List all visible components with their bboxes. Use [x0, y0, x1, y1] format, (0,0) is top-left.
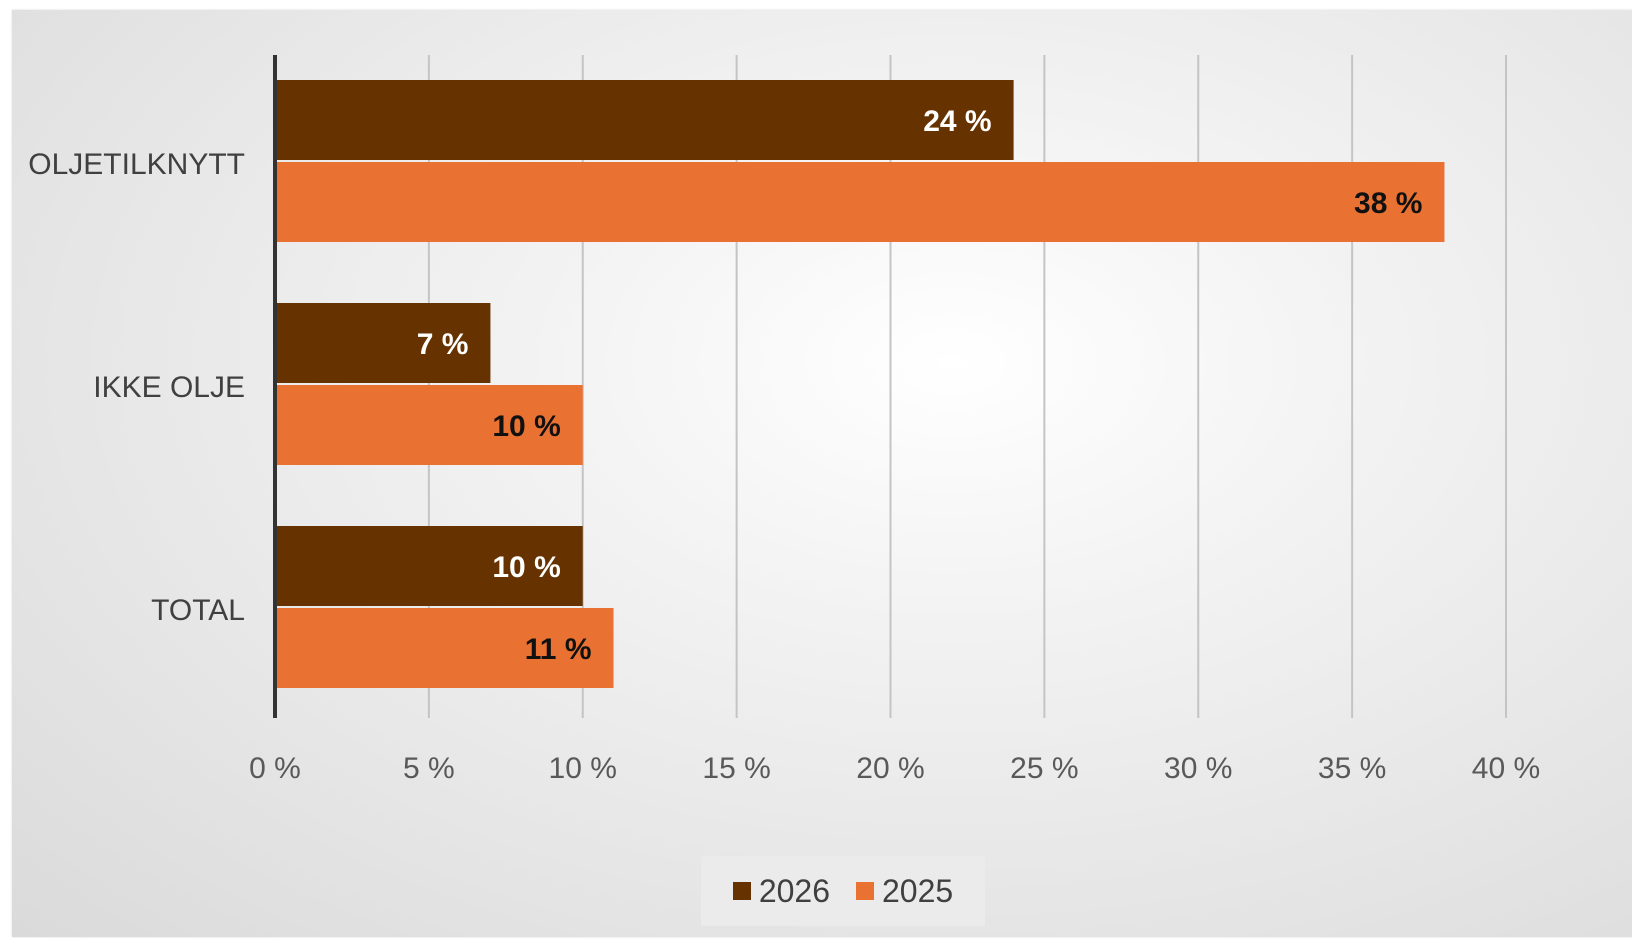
data-label: 7 %: [417, 328, 469, 361]
data-label: 10 %: [492, 410, 560, 443]
labels: 0 % 5 % 10 % 15 % 20 % 25 % 30 % 35 % 40 % 24 % 7 …: [28, 105, 1540, 785]
bar: [275, 526, 583, 606]
x-tick-label: 20 %: [856, 752, 924, 785]
x-tick-label: 15 %: [702, 752, 770, 785]
category-label: TOTAL: [151, 594, 245, 627]
bar: [275, 385, 583, 465]
legend-swatch-2026: [732, 882, 751, 900]
x-tick-label: 35 %: [1318, 752, 1386, 785]
x-tick-label: 5 %: [403, 752, 455, 785]
legend: 2026 2025: [701, 856, 985, 926]
x-tick-label: 25 %: [1010, 752, 1078, 785]
chart-panel: 0 % 5 % 10 % 15 % 20 % 25 % 30 % 35 % 40 % 24 % 7 …: [12, 10, 1632, 937]
x-tick-label: 0 %: [249, 752, 301, 785]
bars: [275, 80, 1445, 688]
legend-label-2025: 2025: [882, 872, 954, 909]
bar: [275, 608, 614, 688]
legend-label-2026: 2026: [758, 872, 830, 909]
x-tick-label: 30 %: [1164, 752, 1232, 785]
bar: [275, 303, 491, 383]
legend-item-2025[interactable]: 2025: [856, 873, 953, 910]
data-label: 10 %: [492, 551, 560, 584]
bar: [275, 162, 1445, 242]
data-label: 24 %: [923, 105, 991, 138]
category-label: IKKE OLJE: [93, 371, 245, 404]
legend-swatch-2025: [856, 882, 874, 900]
bar-chart: 0 % 5 % 10 % 15 % 20 % 25 % 30 % 35 % 40 % 24 % 7 …: [28, 55, 1540, 785]
x-tick-label: 10 %: [549, 752, 617, 785]
category-label: OLJETILKNYTT: [28, 148, 245, 181]
bar: [275, 80, 1014, 160]
legend-item-2026[interactable]: 2026: [732, 872, 830, 910]
x-tick-label: 40 %: [1472, 752, 1540, 785]
data-label: 38 %: [1354, 187, 1422, 220]
data-label: 11 %: [525, 633, 592, 666]
